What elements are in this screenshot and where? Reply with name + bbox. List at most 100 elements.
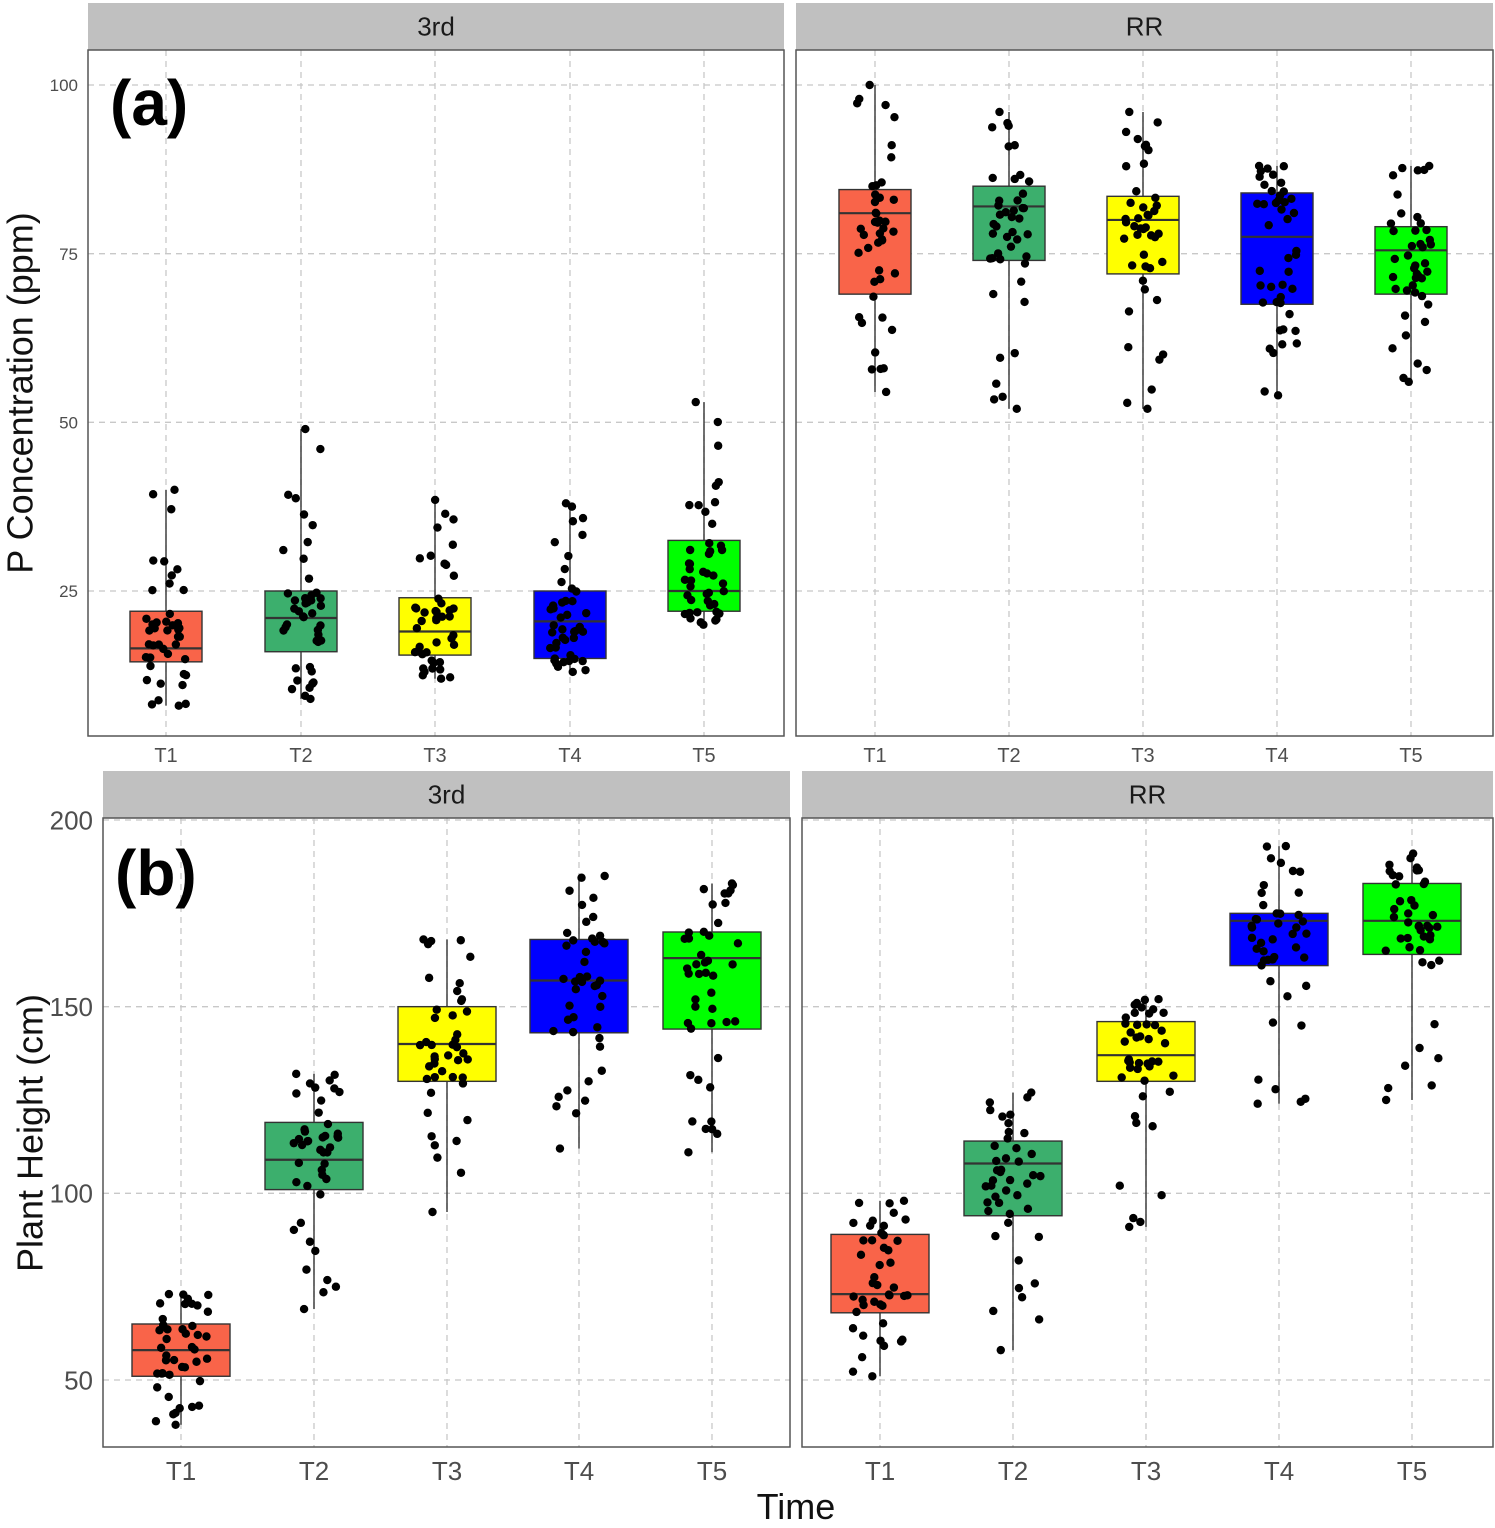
panel-1-facet-0-point-T3-4: [443, 1051, 453, 1060]
panel-0-facet-1-point-T2-6: [1013, 196, 1022, 205]
panel-0-facet-1-xtick-T4: T4: [1265, 745, 1288, 767]
panel-1-facet-1-point-T5-24: [1410, 901, 1419, 910]
panel-1-facet-1-point-T4-3: [1257, 961, 1266, 970]
panel-1-facet-1-point-T4-37: [1266, 854, 1276, 863]
panel-1-facet-0-point-T3-8: [430, 1013, 440, 1023]
panel-0-facet-1-point-T2-20: [1009, 206, 1018, 215]
panel-0-facet-0-point-T4-34: [581, 665, 590, 675]
panel-1-facet-0-strip: [103, 771, 790, 818]
panel-0-facet-1-point-T4-36: [1276, 178, 1286, 187]
panel-1-facet-1-xtick-T4: T4: [1264, 1456, 1294, 1486]
panel-1-facet-1-point-T5-35: [1394, 872, 1404, 881]
panel-0-facet-0-point-T1-6: [175, 632, 184, 641]
panel-0-facet-1-point-T5-43: [1397, 209, 1406, 218]
panel-1-facet-0-point-T3-26: [452, 1136, 461, 1146]
panel-1-facet-1-point-T2-34: [989, 1306, 998, 1316]
panel-1-facet-1-point-T5-34: [1430, 1019, 1439, 1029]
panel-1-facet-0-point-T4-21: [569, 1013, 578, 1022]
panel-0-facet-0-point-T3-40: [448, 540, 458, 549]
text-layer: 3rd T1 T2 T3 T4 T5 RR T1 T2 T3 T4 T5 25 50 75 100 P Conc…: [0, 12, 1427, 1528]
panel-0-facet-1-point-T4-12: [1266, 282, 1276, 291]
panel-0-facet-1-point-T4-42: [1256, 166, 1266, 176]
panel-0-facet-0-point-T1-11: [165, 609, 175, 619]
panel-1-facet-1-point-T2-26: [1014, 1283, 1024, 1293]
panel-0-facet-0-point-T4-39: [557, 577, 566, 587]
panel-1-facet-0-point-T2-19: [320, 1159, 329, 1168]
panel-1-facet-1-point-T1-1: [899, 1196, 909, 1206]
panel-0-facet-0-point-T5-9: [704, 549, 714, 559]
panel-1-facet-0-point-T4-14: [571, 985, 581, 994]
panel-1-facet-1-xtick-T1: T1: [865, 1456, 895, 1486]
panel-1-facet-1-point-T1-37: [901, 1215, 910, 1224]
panel-1-facet-1-point-T4-27: [1301, 981, 1311, 991]
panel-1-facet-0-box-T4: [529, 938, 629, 1034]
panel-0-facet-1-point-T1-21: [863, 243, 873, 253]
panel-1-facet-0-point-T4-43: [589, 893, 598, 903]
panel-0-facet-0-point-T4-6: [549, 621, 558, 630]
panel-1-facet-0-point-T3-0: [428, 1207, 437, 1217]
boxes-layer: [129, 85, 1462, 1425]
panel-1-facet-1-point-T1-16: [852, 1307, 861, 1317]
panel-1-facet-1-point-T2-21: [1023, 1179, 1032, 1188]
panel-1-facet-1-point-T4-40: [1259, 900, 1268, 910]
panel-1-facet-1-point-T2-30: [1034, 1315, 1044, 1324]
panel-0-facet-0-point-T1-38: [160, 557, 169, 566]
panel-0-facet-1-point-T3-0: [1143, 404, 1152, 414]
panel-0-facet-0-point-T3-43: [449, 515, 458, 524]
panel-1-facet-1-point-T1-42: [885, 1199, 894, 1208]
panel-1-facet-0-point-T5-21: [707, 988, 716, 997]
panel-0-facet-1-point-T2-17: [989, 219, 998, 229]
panel-0-facet-0-point-T3-7: [411, 604, 421, 613]
panel-0-facet-1-point-T3-11: [1146, 231, 1156, 240]
panel-0-facet-1-point-T2-24: [1008, 227, 1017, 237]
panel-0-facet-0-point-T3-30: [445, 673, 455, 682]
panel-1-facet-1-point-T3-17: [1157, 1026, 1166, 1035]
panel-1-facet-0-point-T3-6: [463, 1055, 472, 1064]
panel-0-facet-1-point-T2-29: [989, 289, 998, 299]
panel-1-facet-0-point-T4-11: [582, 972, 592, 981]
panel-0-facet-1-point-T4-13: [1287, 194, 1296, 203]
panel-0-facet-0-point-T3-20: [437, 599, 446, 608]
panel-0-facet-1-point-T2-22: [994, 201, 1003, 210]
panel-1-facet-0-point-T3-22: [451, 1035, 460, 1045]
panel-0-facet-1-point-T1-32: [867, 365, 877, 374]
panel-1-facet-0-point-T1-43: [204, 1290, 213, 1300]
panel-1-facet-0-point-T2-30: [323, 1275, 332, 1285]
panel-0-facet-0-point-T2-9: [299, 612, 308, 622]
panel-0-facet-1-point-T4-41: [1263, 164, 1272, 173]
panel-1-facet-1-point-T3-27: [1130, 1111, 1140, 1121]
panel-1-facet-1-point-T2-13: [994, 1198, 1004, 1208]
panel-1-facet-0-point-T2-39: [292, 1089, 301, 1098]
panel-1-facet-0-point-T2-21: [294, 1134, 304, 1144]
panel-1-facet-0-point-T1-15: [187, 1342, 197, 1352]
panel-1-facet-1-point-T4-41: [1259, 880, 1269, 890]
panel-1-facet-0-point-T4-19: [575, 972, 585, 982]
panel-1-facet-0-point-T4-34: [554, 1092, 563, 1102]
panel-1-ylabel: Plant Height (cm): [10, 994, 51, 1272]
panel-1-facet-1-point-T5-42: [1412, 866, 1422, 875]
panel-0-facet-0-point-T5-35: [701, 507, 710, 517]
panel-0-facet-1-point-T3-19: [1150, 206, 1159, 216]
panel-1-facet-0-point-T3-42: [423, 939, 433, 949]
panel-1-facet-1-point-T5-43: [1406, 853, 1415, 863]
panel-1-facet-0-point-T3-33: [433, 1153, 442, 1162]
panel-0-facet-1-point-T2-25: [996, 255, 1005, 264]
panel-1-facet-0-point-T2-27: [311, 1246, 320, 1256]
panel-1-facet-0-point-T5-20: [692, 960, 701, 969]
panel-0-facet-0-point-T2-20: [303, 598, 312, 607]
panel-0-facet-0-point-T4-43: [567, 584, 577, 593]
panel-1-facet-0-point-T5-30: [688, 1117, 697, 1126]
panel-1-facet-1-point-T3-26: [1115, 1181, 1124, 1190]
panel-1-facet-1-point-T4-23: [1259, 947, 1268, 956]
panel-0-facet-1-point-T3-24: [1145, 264, 1155, 273]
panel-0-facet-0-point-T3-32: [435, 658, 445, 667]
panel-1-facet-1-point-T5-8: [1391, 880, 1400, 889]
panel-0-facet-0-point-T4-35: [567, 502, 577, 511]
panel-0-facet-1-point-T2-43: [1004, 142, 1013, 151]
panel-0-facet-1-point-T5-26: [1401, 331, 1411, 340]
panel-1-facet-0-point-T2-23: [292, 1177, 301, 1187]
panel-0-facet-1-point-T1-3: [854, 248, 863, 258]
panel-0-facet-1-point-T4-33: [1285, 309, 1294, 319]
panel-1-facet-1-point-T3-30: [1138, 1092, 1148, 1101]
panel-1-facet-0-point-T3-13: [415, 1040, 425, 1050]
